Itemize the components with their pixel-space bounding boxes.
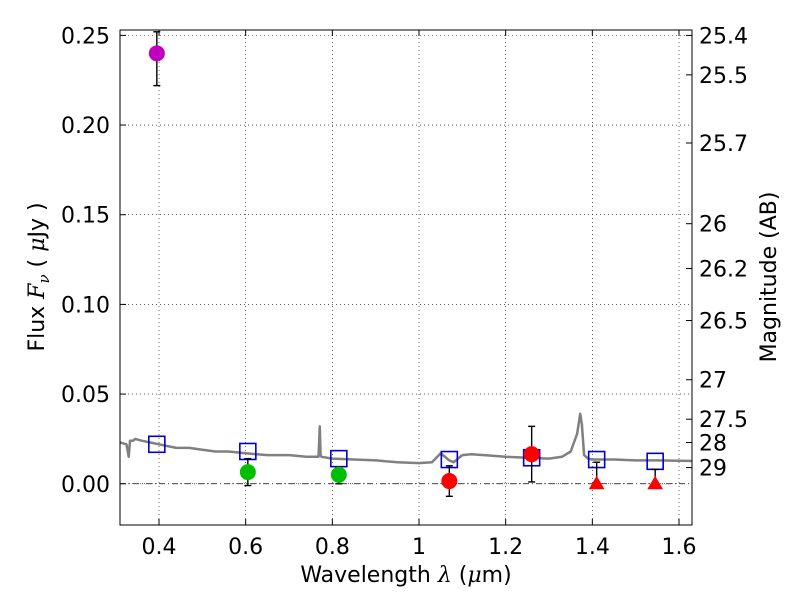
x-tick-label: 0.4 bbox=[142, 535, 177, 560]
y2-tick-label: 26.2 bbox=[699, 258, 748, 283]
y2-tick-label: 26 bbox=[699, 213, 727, 238]
x-axis-label: Wavelength λ (μm) bbox=[300, 563, 511, 588]
x-tick-label: 1 bbox=[412, 535, 426, 560]
y-tick-label: 0.05 bbox=[61, 383, 110, 408]
upper-limit-triangle bbox=[588, 475, 605, 490]
y-tick-label: 0.10 bbox=[61, 293, 110, 318]
detection-point bbox=[330, 466, 347, 483]
x-tick-label: 1.6 bbox=[662, 535, 697, 560]
model-spectrum-line bbox=[120, 412, 692, 465]
y2-axis-label: Magnitude (AB) bbox=[757, 192, 782, 363]
y-tick-label: 0.20 bbox=[61, 114, 110, 139]
plot-frame bbox=[119, 29, 693, 526]
detection-point bbox=[441, 473, 458, 490]
x-tick-label: 0.8 bbox=[315, 535, 350, 560]
y2-tick-label: 26.5 bbox=[699, 310, 748, 335]
plot-area bbox=[120, 31, 692, 498]
model-photometry-square bbox=[148, 435, 166, 454]
x-tick-label: 0.6 bbox=[228, 535, 263, 560]
x-tick-label: 1.4 bbox=[575, 535, 610, 560]
series-layer bbox=[120, 31, 692, 498]
detection-point bbox=[239, 464, 256, 481]
x-axis: 0.4 0.6 0.8 1 1.2 1.4 1.6 bbox=[142, 30, 697, 560]
y2-tick-label: 28 bbox=[699, 432, 727, 457]
y2-tick-label: 27 bbox=[699, 369, 727, 394]
y2-tick-label: 25.5 bbox=[699, 64, 748, 89]
y2-tick-label: 25.4 bbox=[699, 24, 748, 49]
upper-limit-triangle bbox=[647, 475, 664, 490]
y-tick-label: 0.00 bbox=[61, 473, 110, 498]
y2-tick-label: 27.5 bbox=[699, 408, 748, 433]
y2-tick-label: 25.7 bbox=[699, 132, 748, 157]
detection-point bbox=[148, 45, 165, 62]
y-tick-label: 0.15 bbox=[61, 204, 110, 229]
y2-tick-label: 29 bbox=[699, 457, 727, 482]
y-axis: 0.00 0.05 0.10 0.15 0.20 0.25 bbox=[61, 24, 126, 498]
x-tick-label: 1.2 bbox=[488, 535, 523, 560]
y-axis-label: Flux Fν ( μJy ) bbox=[25, 202, 53, 351]
detection-point bbox=[523, 446, 540, 463]
y-tick-label: 0.25 bbox=[61, 24, 110, 49]
model-photometry-square bbox=[330, 449, 348, 468]
